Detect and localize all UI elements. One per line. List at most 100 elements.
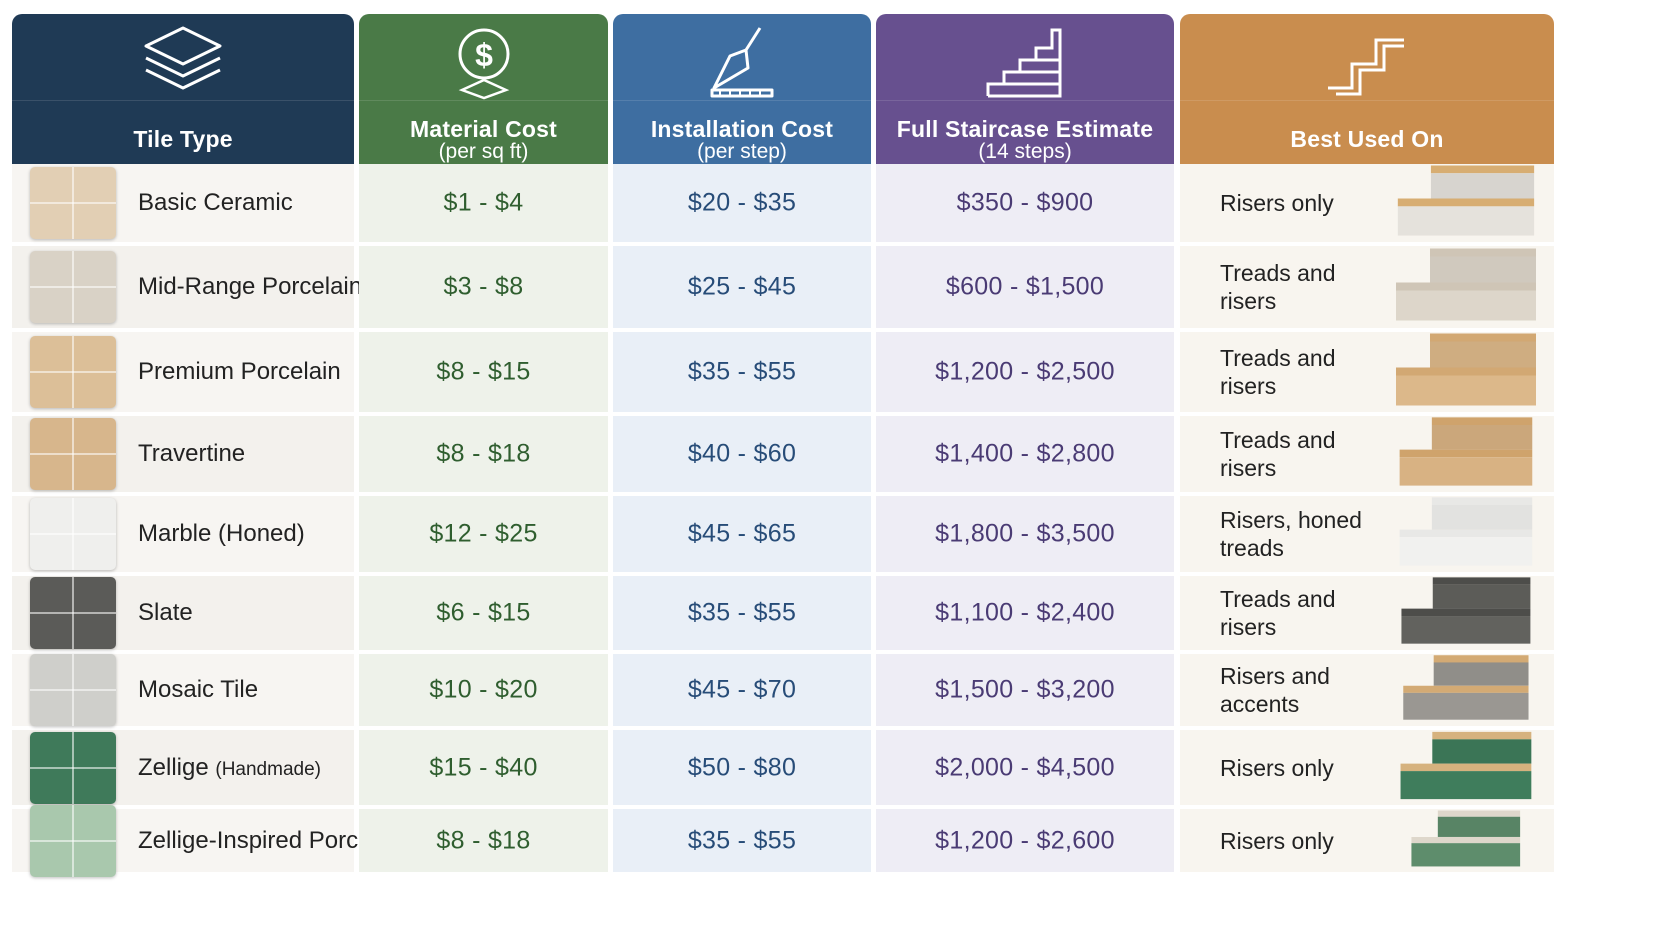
table-row: Basic Ceramic $1 - $4 $20 - $35 $350 - $900… [12,164,1662,242]
material-cell: $15 - $40 [359,730,608,805]
dollar-coin-icon: $ [444,22,524,107]
material-value: $1 - $4 [443,188,524,217]
best-used-cell: Risers only [1180,809,1554,872]
stair-sample-image [1390,654,1540,727]
best-used-cell: Treads and risers [1180,332,1554,412]
estimate-value: $1,200 - $2,500 [935,357,1115,386]
install-value: $35 - $55 [687,598,797,627]
install-cell: $25 - $45 [613,246,871,328]
tile-type-cell: Mid-Range Porcelain [12,246,362,328]
header-material-cost-sub: (per sq ft) [438,140,529,163]
tile-type-label: Zellige [138,753,209,781]
tile-swatch [30,498,116,570]
header-full-estimate: Full Staircase Estimate (14 steps) [876,14,1174,164]
install-value: $40 - $60 [687,439,797,468]
estimate-cell: $1,500 - $3,200 [876,654,1174,726]
header-installation-cost: Installation Cost (per step) [613,14,871,164]
install-value: $35 - $55 [687,826,797,854]
best-used-text: Risers only [1220,754,1334,781]
install-cell: $40 - $60 [613,416,871,492]
stair-sample-image [1390,247,1540,328]
material-value: $15 - $40 [429,753,538,781]
trowel-icon [702,22,782,107]
table-row: Slate $6 - $15 $35 - $55 $1,100 - $2,400 Tre… [12,576,1662,650]
header-full-estimate-sub: (14 steps) [978,140,1072,163]
stair-sample-image [1390,332,1540,413]
header-installation-cost-label: Installation Cost [650,116,834,142]
tile-swatch [30,577,116,649]
material-value: $3 - $8 [443,272,524,301]
estimate-value: $1,800 - $3,500 [935,519,1115,548]
material-value: $8 - $18 [436,439,531,468]
estimate-value: $350 - $900 [956,188,1094,217]
best-used-text: Treads and risers [1220,427,1336,481]
best-used-text: Treads and risers [1220,586,1336,640]
table-row: Zellige (Handmade) $15 - $40 $50 - $80 $2,0… [12,730,1662,805]
estimate-cell: $1,200 - $2,500 [876,332,1174,412]
best-used-cell: Risers and accents [1180,654,1554,726]
tile-swatch [30,731,116,804]
tile-type-label: Premium Porcelain [138,358,341,385]
header-tile-type-label: Tile Type [133,126,233,152]
estimate-value: $1,400 - $2,800 [935,439,1115,468]
svg-text:$: $ [475,37,493,73]
table-row: Mosaic Tile $10 - $20 $45 - $70 $1,500 - $3… [12,654,1662,726]
tile-type-cell: Zellige-Inspired Porcelain [12,804,409,877]
material-value: $8 - $15 [436,357,531,386]
header-tile-type: Tile Type [12,14,354,164]
header-best-used-on: Best Used On [1180,14,1554,164]
stair-sample-image [1390,164,1540,243]
material-cell: $10 - $20 [359,654,608,726]
material-cell: $3 - $8 [359,246,608,328]
tile-type-cell: Mosaic Tile [12,654,354,726]
tile-type-label: Slate [138,599,193,626]
material-value: $6 - $15 [436,598,531,627]
tile-type-note: (Handmade) [215,758,321,780]
install-cell: $35 - $55 [613,332,871,412]
install-cell: $35 - $55 [613,809,871,872]
tile-type-name: Travertine [138,440,245,468]
material-cell: $8 - $18 [359,809,608,872]
tile-type-cell: Travertine [12,416,354,492]
header-full-estimate-label: Full Staircase Estimate [896,116,1154,142]
install-value: $50 - $80 [687,753,797,781]
tile-type-cell: Zellige (Handmade) [12,730,354,805]
best-used-text: Risers only [1220,190,1334,216]
estimate-cell: $1,400 - $2,800 [876,416,1174,492]
table-row: Mid-Range Porcelain $3 - $8 $25 - $45 $600 … [12,246,1662,328]
table-row: Travertine $8 - $18 $40 - $60 $1,400 - $2,8… [12,416,1662,492]
tile-type-name: Zellige (Handmade) [138,754,321,782]
best-used-text: Risers, honed treads [1220,507,1362,561]
tile-type-name: Basic Ceramic [138,189,293,217]
layers-icon [138,22,228,107]
estimate-value: $1,200 - $2,600 [935,826,1115,854]
install-cell: $45 - $65 [613,496,871,572]
stair-sample-image [1390,809,1540,873]
best-used-text: Treads and risers [1220,345,1336,399]
estimate-cell: $1,800 - $3,500 [876,496,1174,572]
install-cell: $50 - $80 [613,730,871,805]
tile-cost-table: Tile Type $ Material Cost (per sq ft) [12,14,1662,926]
estimate-value: $1,500 - $3,200 [935,675,1115,704]
tile-swatch [30,804,116,877]
material-value: $12 - $25 [429,519,538,548]
estimate-value: $600 - $1,500 [945,272,1105,301]
best-used-cell: Treads and risers [1180,576,1554,650]
material-cell: $1 - $4 [359,164,608,242]
tile-type-label: Mosaic Tile [138,676,259,703]
material-cell: $8 - $15 [359,332,608,412]
stair-sample-image [1390,416,1540,493]
install-cell: $45 - $70 [613,654,871,726]
best-used-cell: Treads and risers [1180,246,1554,328]
table-row: Premium Porcelain $8 - $15 $35 - $55 $1,200… [12,332,1662,412]
estimate-cell: $600 - $1,500 [876,246,1174,328]
best-used-cell: Treads and risers [1180,416,1554,492]
staircase-icon [980,22,1070,107]
install-cell: $20 - $35 [613,164,871,242]
estimate-value: $2,000 - $4,500 [935,753,1115,781]
stair-sample-image [1390,576,1540,651]
material-cell: $6 - $15 [359,576,608,650]
best-used-text: Risers and accents [1220,663,1330,717]
estimate-cell: $350 - $900 [876,164,1174,242]
stair-sample-image [1390,496,1540,573]
